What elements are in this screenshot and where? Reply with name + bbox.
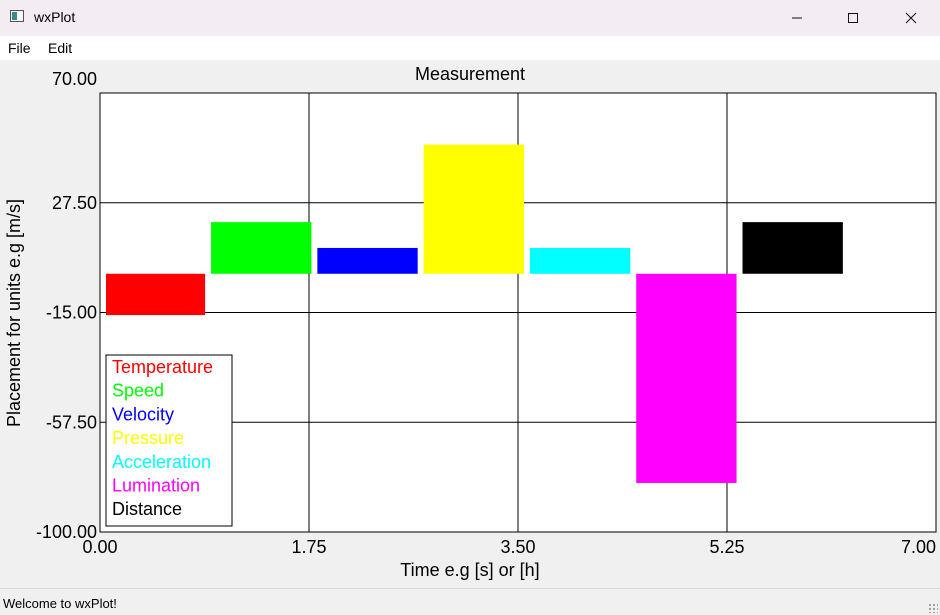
legend-item-acceleration: Acceleration — [112, 452, 211, 472]
y-tick-label: -57.50 — [46, 412, 97, 432]
x-tick-label: 1.75 — [291, 537, 326, 557]
legend-item-lumination: Lumination — [112, 476, 200, 496]
x-tick-label: 5.25 — [709, 537, 744, 557]
legend-item-velocity: Velocity — [112, 404, 174, 424]
x-axis-label: Time e.g [s] or [h] — [400, 560, 539, 580]
legend-item-pressure: Pressure — [112, 428, 184, 448]
menu-file[interactable]: File — [8, 40, 31, 56]
y-tick-labels: 70.00 27.50 -15.00 -57.50 -100.00 — [36, 69, 97, 542]
y-tick-label: 27.50 — [52, 193, 97, 213]
bar-acceleration — [529, 247, 631, 274]
bar-distance — [742, 222, 843, 274]
window-title: wxPlot — [34, 9, 76, 25]
x-tick-labels: 0.00 1.75 3.50 5.25 7.00 — [82, 537, 936, 557]
bars — [105, 144, 843, 483]
y-tick-label: 70.00 — [52, 69, 97, 89]
maximize-button[interactable] — [830, 0, 876, 36]
bar-lumination — [636, 273, 737, 483]
measurement-chart: Measurement Time e.g [s] or [h] Placemen… — [4, 64, 937, 580]
minimize-button[interactable] — [774, 0, 820, 36]
legend-item-temperature: Temperature — [112, 357, 213, 377]
y-axis-label: Placement for units e.g [m/s] — [4, 199, 24, 427]
y-tick-label: -15.00 — [46, 303, 97, 323]
x-tick-label: 0.00 — [82, 537, 117, 557]
title-bar — [0, 0, 940, 36]
bar-speed — [211, 222, 312, 274]
legend-box — [105, 354, 233, 527]
menu-edit[interactable]: Edit — [48, 40, 73, 56]
bar-velocity — [317, 247, 418, 274]
legend-item-distance: Distance — [112, 499, 182, 519]
bar-temperature — [105, 273, 206, 316]
menu-bar — [0, 36, 940, 60]
app-window-icon — [10, 10, 24, 22]
resize-grip[interactable] — [928, 603, 938, 613]
status-bar — [0, 588, 940, 615]
close-button[interactable] — [888, 0, 934, 36]
legend-item-speed: Speed — [112, 381, 164, 401]
close-icon — [905, 12, 917, 24]
chart-title: Measurement — [415, 64, 525, 84]
bar-pressure — [423, 144, 524, 274]
maximize-icon — [848, 13, 858, 23]
legend: Temperature Speed Velocity Pressure Accelera… — [105, 354, 233, 527]
x-tick-label: 7.00 — [901, 537, 936, 557]
status-text: Welcome to wxPlot! — [3, 596, 117, 611]
minimize-icon — [792, 17, 802, 19]
y-tick-label: -100.00 — [36, 522, 97, 542]
x-tick-label: 3.50 — [500, 537, 535, 557]
